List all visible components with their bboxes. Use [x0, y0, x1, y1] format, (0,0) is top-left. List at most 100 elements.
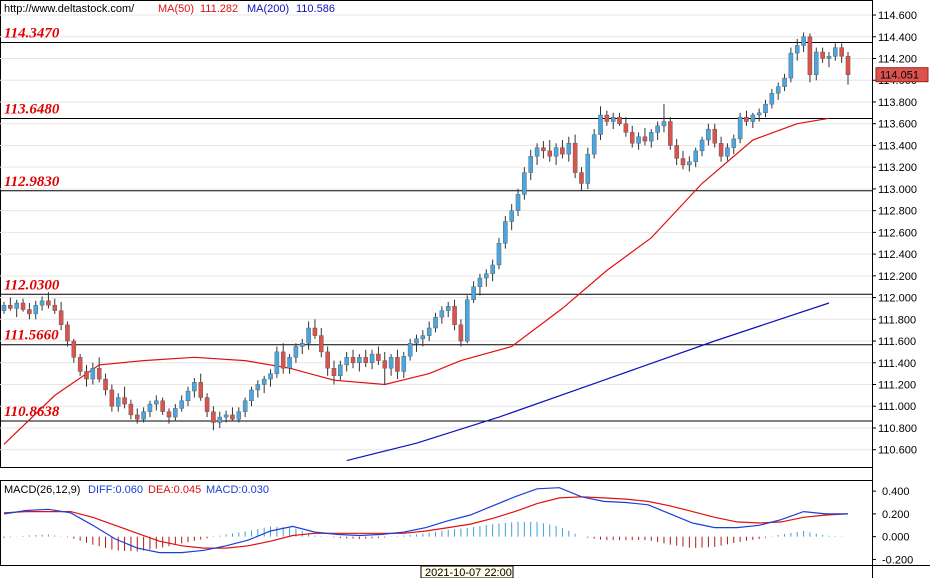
- macd-macd-legend: MACD:0.030: [206, 484, 269, 496]
- price-tick-label: 111.600: [878, 336, 916, 348]
- candle-up: [407, 343, 413, 357]
- candle-up: [826, 56, 832, 59]
- candle-up: [388, 357, 394, 369]
- candle-up: [14, 302, 19, 309]
- candle-down: [712, 128, 717, 144]
- price-tick-label: 112.800: [878, 206, 917, 218]
- candle-up: [90, 368, 96, 380]
- price-tick-label: 110.800: [878, 423, 917, 435]
- candle-up: [154, 400, 159, 405]
- candle-down: [135, 414, 140, 420]
- price-tick-label: 114.600: [878, 10, 917, 22]
- candle-down: [8, 304, 13, 309]
- candle-down: [109, 389, 115, 407]
- macd-diff-line: [3, 487, 848, 554]
- candle-up: [369, 353, 375, 363]
- price-tick-label: 113.800: [878, 97, 917, 109]
- candle-down: [20, 302, 26, 310]
- candle-up: [223, 414, 229, 418]
- macd-dea-legend: DEA:0.045: [148, 484, 201, 496]
- macd-tick-label: 0.400: [882, 486, 910, 498]
- candle-up: [496, 243, 502, 266]
- candle-up: [299, 343, 305, 347]
- support-resistance-levels: 114.3470 113.6480 112.9830 112.0300 111.5660…: [0, 26, 872, 422]
- candle-down: [331, 368, 337, 377]
- candle-up: [814, 51, 819, 76]
- date-label-box: [420, 565, 514, 578]
- candle-down: [27, 309, 32, 315]
- ma200-value: 110.586: [296, 3, 335, 15]
- candle-up: [750, 114, 756, 122]
- candle-down: [629, 132, 635, 144]
- price-y-ticks: 114.600114.400114.200114.000113.800113.6…: [872, 10, 917, 457]
- candle-down: [579, 172, 584, 184]
- macd-y-ticks: 0.400 0.200 0.000 -0.200: [872, 486, 913, 566]
- candle-up: [528, 156, 533, 173]
- candle-up: [33, 304, 38, 315]
- macd-tick-label: 0.200: [882, 509, 910, 521]
- candle-up: [287, 357, 292, 369]
- candle-up: [192, 382, 197, 392]
- candle-up: [414, 338, 419, 344]
- candle-up: [591, 134, 597, 155]
- candle-down: [319, 335, 324, 353]
- ma50-line: [3, 117, 830, 445]
- candle-down: [350, 357, 356, 363]
- candle-up: [471, 286, 476, 300]
- price-tick-label: 111.800: [878, 314, 916, 326]
- candle-down: [642, 136, 648, 142]
- candle-up: [763, 103, 768, 114]
- price-tick-label: 113.600: [878, 119, 917, 131]
- candle-up: [610, 116, 616, 122]
- candle-down: [382, 360, 388, 369]
- candle-up: [699, 139, 705, 152]
- candle-up: [636, 136, 641, 144]
- price-tick-label: 110.600: [878, 445, 917, 457]
- level-label: 113.6480: [4, 101, 60, 117]
- ma50-value: 111.282: [200, 3, 238, 15]
- candle-down: [103, 378, 108, 391]
- candle-up: [464, 299, 470, 342]
- candle-up: [115, 397, 121, 407]
- level-label: 111.5660: [4, 328, 59, 344]
- current-price-value: 114.051: [880, 70, 919, 82]
- candle-down: [160, 400, 165, 412]
- source-url[interactable]: http://www.deltastock.com/: [4, 3, 135, 15]
- candle-up: [306, 327, 311, 344]
- candle-down: [122, 397, 127, 405]
- candle-up: [477, 277, 483, 287]
- candle-down: [572, 143, 578, 173]
- candle-up: [687, 161, 692, 166]
- candle-up: [661, 121, 667, 127]
- candle-down: [839, 47, 844, 57]
- candle-down: [820, 51, 825, 59]
- candle-down: [604, 114, 610, 122]
- candle-down: [58, 310, 64, 325]
- candle-up: [737, 116, 743, 140]
- candle-up: [788, 52, 794, 79]
- candle-up: [706, 128, 711, 141]
- candle-up: [775, 86, 781, 94]
- candle-up: [261, 378, 267, 385]
- candle-up: [39, 300, 45, 306]
- candle-down: [623, 123, 629, 133]
- candle-down: [204, 397, 210, 412]
- candle-down: [452, 306, 457, 325]
- candle-down: [560, 147, 565, 155]
- candle-down: [312, 327, 318, 336]
- candle-up: [490, 264, 495, 274]
- price-tick-label: 111.000: [878, 401, 916, 413]
- macd-diff-legend: DIFF:0.060: [88, 484, 143, 496]
- candle-down: [325, 351, 330, 369]
- candle-up: [249, 389, 254, 402]
- candle-down: [71, 340, 77, 358]
- ma200-label: MA(200): [247, 3, 289, 15]
- candle-down: [680, 158, 686, 166]
- price-tick-label: 113.400: [878, 140, 917, 152]
- candle-up: [173, 408, 178, 418]
- candle-up: [769, 93, 775, 105]
- candle-down: [211, 411, 216, 423]
- candle-up: [426, 327, 432, 336]
- candle-up: [484, 273, 489, 279]
- candle-up: [433, 316, 438, 329]
